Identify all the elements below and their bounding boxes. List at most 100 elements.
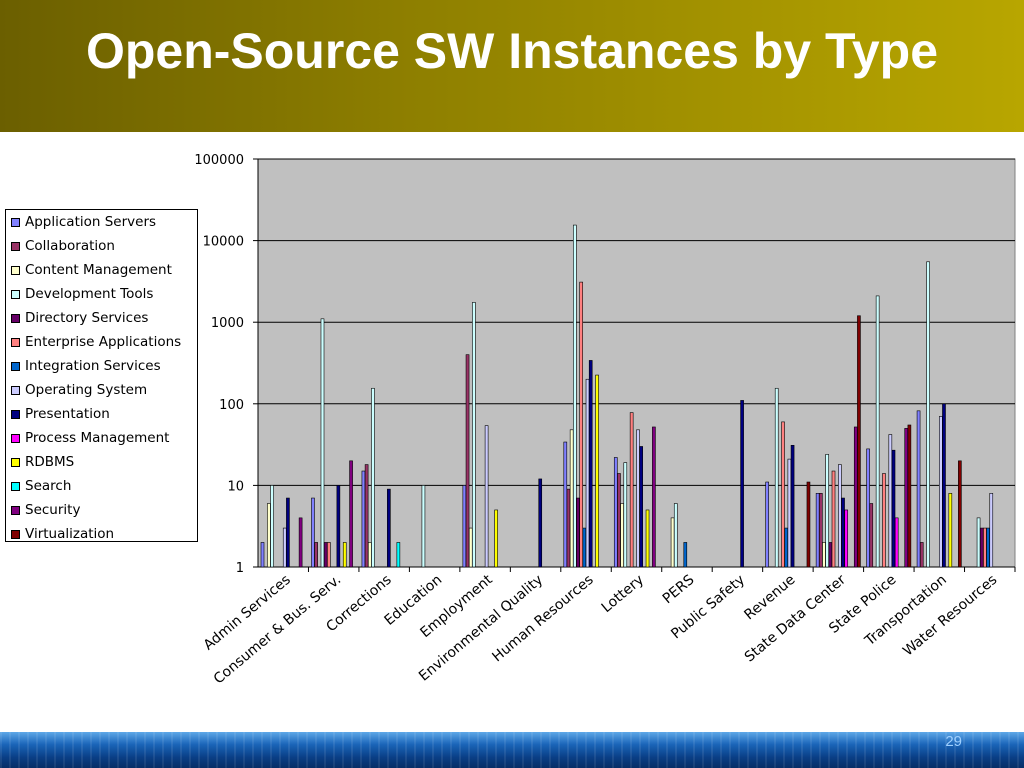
legend-label: Integration Services: [25, 358, 161, 374]
bar-development-tools: [472, 302, 476, 568]
bar-operating-system: [484, 425, 489, 568]
legend-item: Operating System: [11, 382, 147, 398]
bar-virtualization: [857, 315, 861, 568]
legend-swatch: [11, 385, 20, 395]
bar-application-servers: [916, 410, 921, 568]
bar-development-tools: [976, 517, 981, 568]
bar-development-tools: [926, 261, 930, 568]
bar-presentation: [639, 446, 643, 568]
legend-item: Development Tools: [11, 286, 153, 302]
bar-application-servers: [866, 448, 870, 568]
bar-security: [652, 426, 656, 568]
bar-development-tools: [320, 318, 325, 568]
bar-development-tools: [825, 454, 829, 568]
bar-content-management: [620, 503, 624, 568]
bar-development-tools: [875, 295, 880, 568]
bar-development-tools: [421, 485, 426, 568]
bar-application-servers: [563, 441, 568, 568]
chart-legend: Application Servers Collaboration Content …: [5, 209, 198, 542]
footer-pattern: [0, 732, 1024, 768]
bar-integration-services: [683, 542, 688, 568]
title-bar: [0, 0, 1024, 132]
bar-application-servers: [311, 497, 315, 568]
y-tick-label: 10: [227, 479, 244, 494]
bar-presentation: [891, 449, 896, 568]
bar-operating-system: [838, 464, 842, 568]
bar-directory-services: [979, 527, 984, 568]
legend-item: Search: [11, 478, 71, 494]
legend-label: Enterprise Applications: [25, 334, 182, 350]
bar-presentation: [336, 485, 341, 568]
legend-label: Presentation: [25, 406, 110, 422]
slide-title: Open-Source SW Instances by Type: [85, 23, 939, 79]
legend-swatch: [11, 529, 20, 539]
y-tick-label: 100000: [194, 153, 244, 168]
legend-item: Content Management: [11, 262, 172, 278]
legend-swatch: [11, 505, 20, 515]
legend-item: Integration Services: [11, 358, 161, 374]
bar-security: [298, 517, 303, 568]
legend-swatch: [11, 217, 20, 227]
bar-collaboration: [465, 354, 470, 568]
x-tick-label: Lottery: [599, 572, 647, 616]
bar-operating-system: [636, 429, 640, 568]
bar-application-servers: [815, 493, 820, 568]
legend-item: RDBMS: [11, 454, 74, 470]
bar-application-servers: [765, 481, 769, 568]
legend-label: Operating System: [25, 382, 148, 398]
bar-content-management: [367, 542, 372, 568]
legend-swatch: [11, 313, 20, 323]
bar-collaboration: [314, 542, 318, 568]
bar-development-tools: [774, 387, 779, 568]
bar-security: [349, 460, 353, 568]
bar-operating-system: [585, 378, 590, 568]
bar-operating-system: [282, 527, 287, 568]
legend-label: Security: [25, 502, 81, 518]
bar-presentation: [740, 400, 744, 568]
legend-label: Application Servers: [25, 214, 157, 230]
bar-application-servers: [260, 542, 265, 568]
bar-content-management: [468, 527, 473, 568]
legend-item: Presentation: [11, 406, 110, 422]
bar-enterprise-applications: [327, 542, 331, 568]
bar-enterprise-applications: [882, 473, 886, 568]
y-tick-label: 100: [219, 398, 244, 413]
legend-item: Directory Services: [11, 310, 148, 326]
bar-virtualization: [907, 424, 912, 568]
bar-presentation: [588, 360, 593, 568]
bar-enterprise-applications: [781, 421, 785, 568]
bar-presentation: [286, 497, 290, 568]
bar-collaboration: [364, 464, 369, 568]
legend-swatch: [11, 337, 20, 347]
bar-content-management: [670, 517, 675, 568]
legend-label: Collaboration: [25, 238, 115, 254]
bar-security: [853, 426, 858, 568]
bar-development-tools: [270, 485, 274, 568]
bar-enterprise-applications: [831, 470, 836, 568]
legend-item: Enterprise Applications: [11, 334, 181, 350]
slide-number: 29: [945, 733, 962, 750]
bar-rdbms: [645, 509, 650, 568]
bar-process-management: [894, 517, 899, 568]
footer-band: [0, 732, 1024, 768]
bar-presentation: [387, 488, 391, 568]
legend-label: Directory Services: [25, 310, 149, 326]
legend-item: Process Management: [11, 430, 169, 446]
bar-presentation: [538, 478, 543, 568]
legend-swatch: [11, 481, 20, 491]
bar-search: [396, 542, 401, 568]
bar-process-management: [844, 509, 849, 568]
legend-label: Search: [25, 478, 72, 494]
bar-security: [904, 428, 909, 568]
bar-enterprise-applications: [579, 281, 583, 568]
bar-presentation: [942, 403, 946, 568]
y-tick-label: 1: [236, 561, 244, 576]
bar-virtualization: [958, 460, 962, 568]
bar-development-tools: [623, 462, 628, 568]
legend-label: Process Management: [25, 430, 170, 446]
x-tick-label: PERS: [660, 572, 698, 607]
bar-application-servers: [361, 470, 366, 568]
bar-development-tools: [673, 503, 678, 568]
legend-swatch: [11, 433, 20, 443]
